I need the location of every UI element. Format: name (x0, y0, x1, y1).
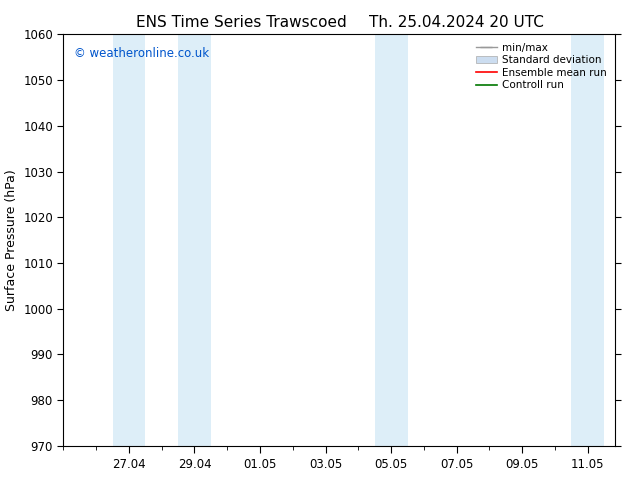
Text: ENS Time Series Trawscoed: ENS Time Series Trawscoed (136, 15, 346, 30)
Text: Th. 25.04.2024 20 UTC: Th. 25.04.2024 20 UTC (369, 15, 544, 30)
Text: © weatheronline.co.uk: © weatheronline.co.uk (74, 47, 210, 60)
Y-axis label: Surface Pressure (hPa): Surface Pressure (hPa) (4, 169, 18, 311)
Bar (113, 34, 145, 446)
Bar (178, 34, 211, 446)
Bar (375, 34, 408, 446)
Legend: min/max, Standard deviation, Ensemble mean run, Controll run: min/max, Standard deviation, Ensemble me… (473, 40, 610, 94)
Bar (571, 34, 604, 446)
